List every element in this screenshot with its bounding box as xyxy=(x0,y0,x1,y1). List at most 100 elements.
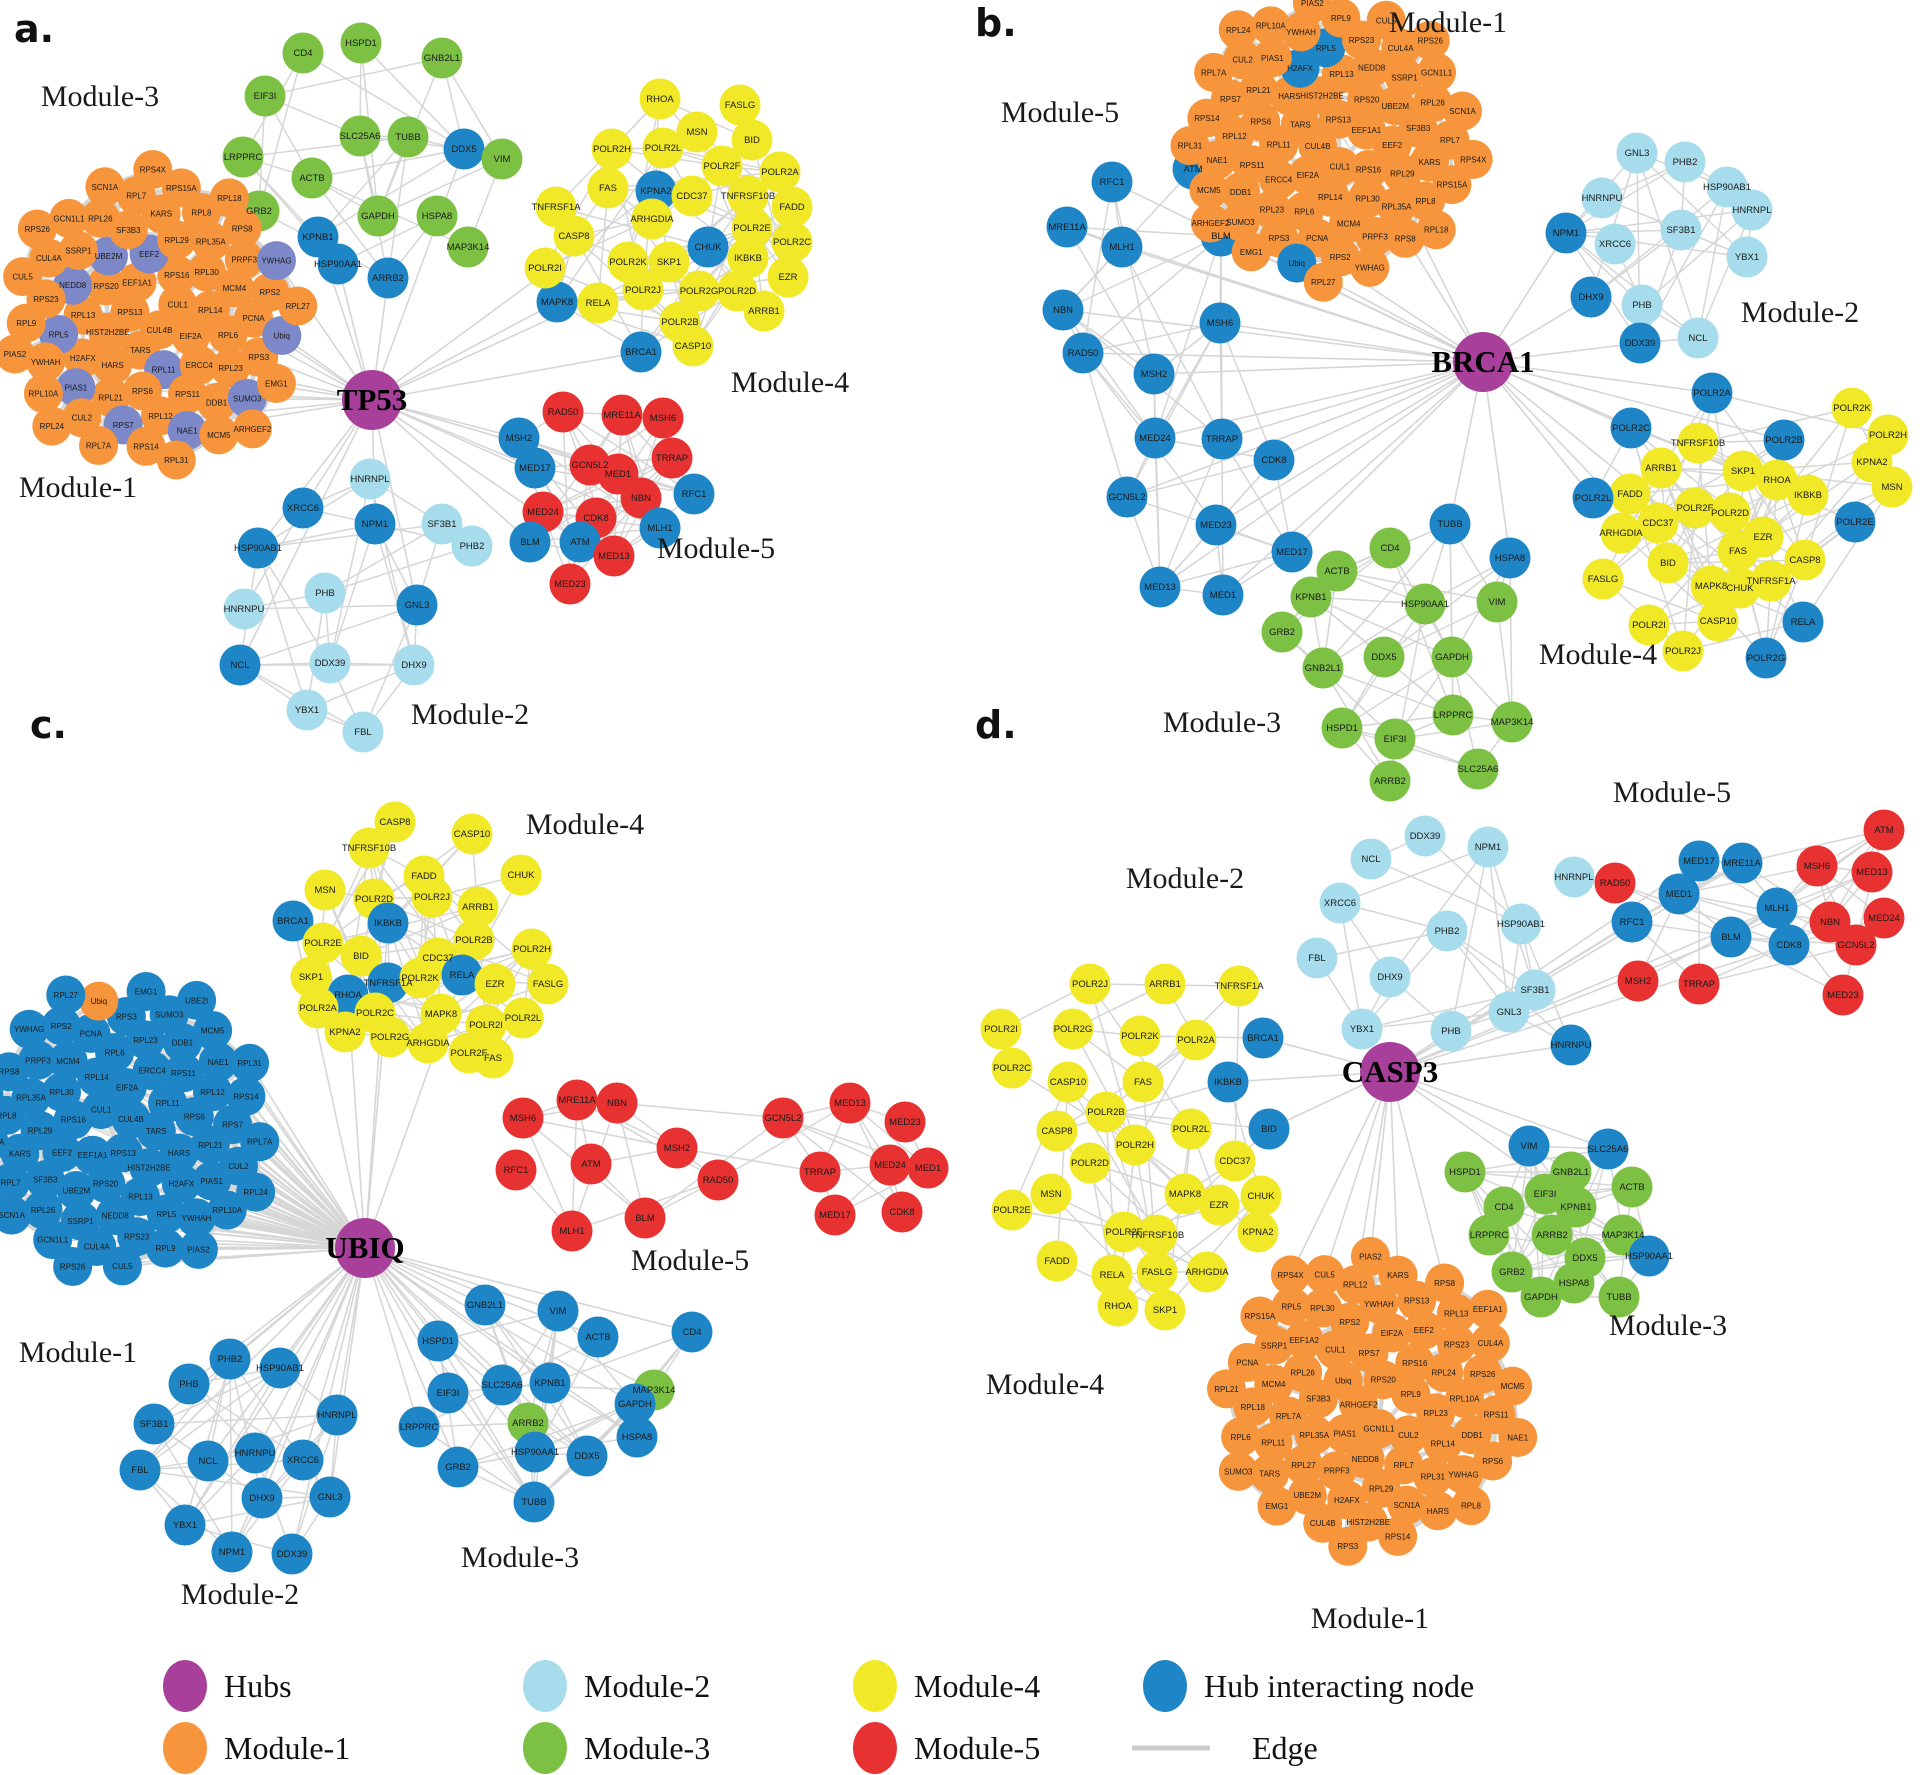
node-label-RPL12: RPL12 xyxy=(1222,132,1247,141)
node-label-TUBB: TUBB xyxy=(1437,519,1462,530)
node-label-CDC37: CDC37 xyxy=(422,953,453,964)
node-label-EIF2A: EIF2A xyxy=(180,332,203,341)
node-label-HSPA8: HSPA8 xyxy=(422,211,452,222)
node-label-HSP90AB1: HSP90AB1 xyxy=(1703,182,1751,193)
edge xyxy=(1682,621,1804,652)
node-label-SF3B3: SF3B3 xyxy=(1406,124,1431,133)
node-POLR2J xyxy=(1069,963,1111,1005)
edge xyxy=(329,523,376,664)
edge xyxy=(1082,322,1221,354)
node-RPL8 xyxy=(1451,1486,1491,1526)
node-IKBKB xyxy=(1207,1061,1249,1103)
node-label-RPS4X: RPS4X xyxy=(1277,1271,1304,1280)
node-DDB1 xyxy=(1220,172,1260,212)
node-HNRNPU xyxy=(223,588,265,630)
node-label-RPS26: RPS26 xyxy=(1418,36,1444,45)
node-POLR2G xyxy=(1052,1008,1094,1050)
node-label-MED13: MED13 xyxy=(1856,867,1888,878)
node-label-ARHGEF2: ARHGEF2 xyxy=(234,425,272,434)
node-RPL14 xyxy=(1423,1423,1463,1463)
node-EMG1 xyxy=(256,363,296,403)
node-label-GCN1L1: GCN1L1 xyxy=(1421,68,1453,77)
node-label-KPNB1: KPNB1 xyxy=(1295,592,1326,603)
node-label-RPS11: RPS11 xyxy=(175,390,200,399)
node-ARHGDIA xyxy=(1600,512,1642,554)
node-label-HSPA8: HSPA8 xyxy=(622,1432,652,1443)
node-HSP90AA1 xyxy=(1404,583,1446,625)
node-label-ARRB2: ARRB2 xyxy=(512,1418,544,1429)
node-label-PHB: PHB xyxy=(1441,1026,1461,1037)
node-DDX5 xyxy=(443,128,485,170)
edge xyxy=(549,1331,693,1384)
node-label-GRB2: GRB2 xyxy=(1269,627,1295,638)
node-label-FAS: FAS xyxy=(1134,1077,1152,1088)
node-KPNB1 xyxy=(1290,576,1332,618)
node-label-NEDD8: NEDD8 xyxy=(59,281,87,290)
node-label-BID: BID xyxy=(744,135,760,146)
edge xyxy=(261,1247,366,1499)
node-label-DDX39: DDX39 xyxy=(1625,338,1656,349)
node-label-RPS6: RPS6 xyxy=(184,1113,205,1122)
node-label-RPL23: RPL23 xyxy=(1423,1409,1448,1418)
node-label-NAE1: NAE1 xyxy=(208,1058,229,1067)
node-label-DDX5: DDX5 xyxy=(1572,1253,1597,1264)
node-label-EEF1A1: EEF1A1 xyxy=(122,278,152,287)
node-YBX1 xyxy=(1341,1008,1383,1050)
node-label-MAP3K14: MAP3K14 xyxy=(633,1385,676,1396)
node-label-RPS16: RPS16 xyxy=(1402,1359,1428,1368)
node-VIM xyxy=(1508,1125,1550,1167)
node-HARS xyxy=(93,345,133,385)
node-label-NBN: NBN xyxy=(607,1098,627,1109)
node-label-RPL5: RPL5 xyxy=(1316,44,1337,53)
node-label-CUL4A: CUL4A xyxy=(1388,44,1414,53)
node-POLR2H xyxy=(1114,1124,1156,1166)
node-MED17 xyxy=(814,1194,856,1236)
node-EIF3I xyxy=(244,75,286,117)
node-DHX9 xyxy=(1369,956,1411,998)
node-label-MCM4: MCM4 xyxy=(1337,219,1361,228)
node-BLM xyxy=(509,521,551,563)
node-label-RPS11: RPS11 xyxy=(1484,1411,1509,1420)
node-MRE11A xyxy=(1046,206,1088,248)
node-TNFRSF10B xyxy=(727,175,769,217)
node-label-PRPF3: PRPF3 xyxy=(1324,1467,1350,1476)
node-label-YWHAG: YWHAG xyxy=(261,257,291,266)
node-RELA xyxy=(1782,601,1824,643)
module-label-Module-5: Module-5 xyxy=(657,532,775,565)
module-label-Module-2: Module-2 xyxy=(1126,862,1244,895)
node-label-RPL7A: RPL7A xyxy=(86,441,112,450)
node-label-POLR2H: POLR2H xyxy=(1116,1140,1154,1151)
node-SCN1A xyxy=(85,167,125,207)
edge xyxy=(782,1117,903,1213)
node-MCM5 xyxy=(1493,1366,1533,1406)
node-RPL27 xyxy=(1303,262,1343,302)
node-label-YBX1: YBX1 xyxy=(295,705,319,716)
node-label-HIST2H2BE: HIST2H2BE xyxy=(1300,92,1344,101)
node-label-GRB2: GRB2 xyxy=(1499,1267,1525,1278)
node-IKBKB xyxy=(1787,474,1829,516)
node-POLR2C xyxy=(771,221,813,263)
node-label-IKBKB: IKBKB xyxy=(1794,490,1822,501)
node-RPS2 xyxy=(41,1006,81,1046)
node-FADD xyxy=(771,186,813,228)
node-label-DDX5: DDX5 xyxy=(574,1451,599,1462)
node-ATM xyxy=(570,1143,612,1185)
edge xyxy=(329,478,371,664)
node-DDX5 xyxy=(1363,636,1405,678)
node-label-PHB: PHB xyxy=(1632,300,1652,311)
node-label-MED17: MED17 xyxy=(819,1210,851,1221)
node-label-CUL2: CUL2 xyxy=(72,414,93,423)
node-label-EIF3I: EIF3I xyxy=(437,1388,460,1399)
node-RPS8 xyxy=(222,208,262,248)
edge xyxy=(188,1383,304,1461)
node-label-NBN: NBN xyxy=(631,493,651,504)
node-RFC1 xyxy=(1091,161,1133,203)
node-label-TRRAP: TRRAP xyxy=(804,1167,836,1178)
node-HNRNPU xyxy=(1581,177,1623,219)
node-PHB xyxy=(304,572,346,614)
node-label-HSP90AA1: HSP90AA1 xyxy=(511,1447,559,1458)
node-label-RPL5: RPL5 xyxy=(1281,1302,1302,1311)
node-FBL xyxy=(342,711,384,753)
node-RPS16 xyxy=(1349,149,1389,189)
